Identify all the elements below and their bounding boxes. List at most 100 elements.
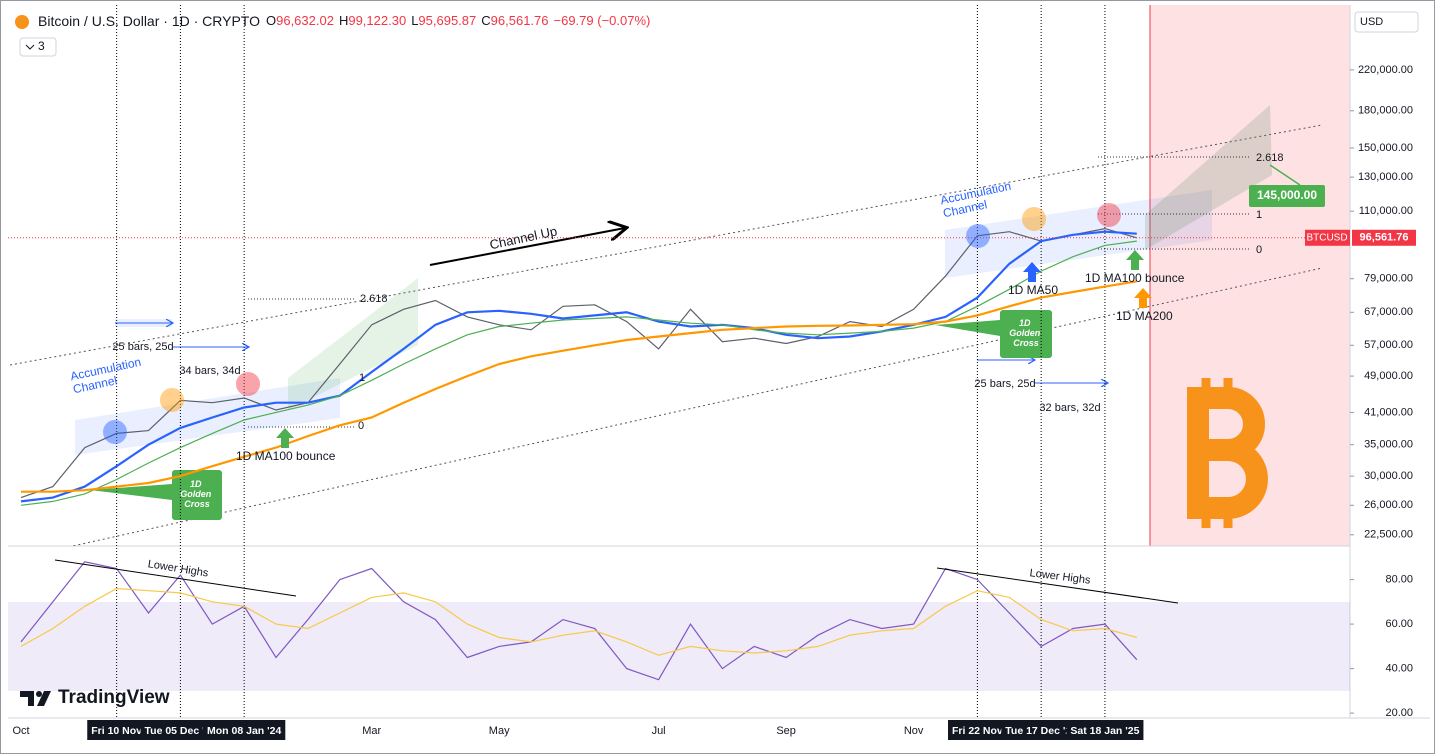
currency: USD xyxy=(1360,16,1383,28)
annotation: 1D MA100 bounce xyxy=(236,449,336,463)
ohlc-value: 99,122.30 xyxy=(348,13,406,28)
y2-tick-label: 60.00 xyxy=(1385,618,1413,630)
marker-circle xyxy=(1022,207,1046,231)
y-tick-label: 57,000.00 xyxy=(1364,339,1413,351)
annotation: 0 xyxy=(358,420,364,432)
trend-line xyxy=(936,567,1179,604)
ohlc-value: 96,561.76 xyxy=(491,13,549,28)
symbol-tag-bg xyxy=(1305,229,1350,246)
annotation: 1D Golden Cross xyxy=(180,479,214,509)
callout-box xyxy=(172,470,222,520)
tv-logo-icon xyxy=(20,691,51,706)
tv-logo-part xyxy=(20,691,34,706)
y-tick-label: 30,000.00 xyxy=(1364,470,1413,482)
date-label-bg xyxy=(203,720,286,740)
y2-tick-label: 80.00 xyxy=(1385,574,1413,586)
y-tick-label: 67,000.00 xyxy=(1364,306,1413,318)
trend-line xyxy=(54,559,297,597)
callout-pointer xyxy=(935,320,1000,336)
annotation: 1D Golden Cross xyxy=(1009,318,1043,348)
x-tick-label: Tue 17 Dec '24 xyxy=(1005,725,1077,737)
x-tick-label: Tue 05 Dec '23 xyxy=(145,725,217,737)
ohlc-value: 96,632.02 xyxy=(276,13,334,28)
date-label-bg xyxy=(948,720,1007,740)
x-tick-label: Oct xyxy=(12,725,29,737)
annotation-line: Golden xyxy=(180,489,214,499)
bitcoin-logo xyxy=(1187,378,1268,528)
annotation: 2.618 xyxy=(360,293,388,305)
y-tick-label: 130,000.00 xyxy=(1358,171,1413,183)
projection-box xyxy=(288,278,418,410)
x-tick-label: Fri 10 Nov xyxy=(91,725,142,737)
x-tick-label: Mon 08 Jan '24 xyxy=(207,725,281,737)
callout-pointer xyxy=(90,484,172,500)
annotation: 2.618 xyxy=(1256,152,1284,164)
chevron xyxy=(25,44,35,50)
change: −69.79 (−0.07%) xyxy=(554,13,651,28)
annotation-line: Cross xyxy=(1013,338,1039,348)
currency-box[interactable] xyxy=(1354,11,1419,33)
marker-circle xyxy=(160,388,184,412)
marker-circle xyxy=(1097,203,1121,227)
ma-line xyxy=(20,230,1137,503)
tv-logo-part xyxy=(37,691,51,706)
annotation-line: Golden xyxy=(1009,328,1043,338)
ma-label: 1D MA200 xyxy=(1116,309,1173,323)
up-arrow xyxy=(1134,288,1152,308)
x-tick-label: Mar xyxy=(362,725,381,737)
price-tag: 96,561.76 xyxy=(1360,232,1409,244)
annotation-line: 1D xyxy=(1019,318,1033,328)
price-tag-bg xyxy=(1352,229,1416,246)
x-tick-label: Jul xyxy=(652,725,666,737)
y-tick-label: 220,000.00 xyxy=(1358,64,1413,76)
y-tick-label: 49,000.00 xyxy=(1364,370,1413,382)
ohlc-key: H xyxy=(339,13,348,28)
y2-tick-label: 20.00 xyxy=(1385,707,1413,719)
y-tick-label: 41,000.00 xyxy=(1364,406,1413,418)
ma-line xyxy=(20,240,1137,506)
symbol-tag: BTCUSD xyxy=(1306,232,1347,243)
annotation: 1D MA100 bounce xyxy=(1085,271,1185,285)
logo-b xyxy=(1187,387,1268,519)
rsi-band xyxy=(8,602,1350,691)
ranges xyxy=(115,319,1107,383)
x-tick-label: May xyxy=(489,725,510,737)
y-tick-label: 35,000.00 xyxy=(1364,439,1413,451)
annotation: 32 bars, 32d xyxy=(1039,402,1100,414)
y2-tick-label: 40.00 xyxy=(1385,663,1413,675)
annotation: 1 xyxy=(1256,209,1262,221)
date-label-bg xyxy=(1001,720,1082,740)
header: Bitcoin / U.S. Dollar · 1D · CRYPTO O96,6… xyxy=(38,13,650,29)
up-arrow xyxy=(1126,250,1144,270)
indicator-count: 3 xyxy=(38,39,45,53)
up-arrow xyxy=(1023,262,1041,282)
annotation-line: Cross xyxy=(184,499,210,509)
up-arrow xyxy=(276,428,294,448)
y-tick-label: 79,000.00 xyxy=(1364,273,1413,285)
marker-circle xyxy=(966,224,990,248)
price-line xyxy=(20,227,1137,499)
accumulation-band xyxy=(75,378,340,455)
watermark: TradingView xyxy=(58,687,170,708)
ma-label: 1D MA50 xyxy=(1008,283,1058,297)
annotation: 34 bars, 34d xyxy=(179,365,240,377)
ma-line xyxy=(21,280,1137,493)
date-label-bg xyxy=(87,720,147,740)
annotation: 0 xyxy=(1256,244,1262,256)
x-tick-label: Sep xyxy=(776,725,796,737)
ohlc-key: L xyxy=(411,13,418,28)
date-label-bg xyxy=(1066,720,1144,740)
y-tick-label: 180,000.00 xyxy=(1358,105,1413,117)
marker-circle xyxy=(103,420,127,444)
rsi-line xyxy=(20,587,1137,656)
target-box xyxy=(1249,185,1325,207)
y-tick-label: 150,000.00 xyxy=(1358,142,1413,154)
x-tick-label: Fri 22 Nov xyxy=(952,725,1003,737)
indicator-toggle[interactable] xyxy=(19,37,57,57)
symbol-icon xyxy=(15,15,29,29)
annotation: 25 bars, 25d xyxy=(974,378,1035,390)
annotation: 145,000.00 xyxy=(1257,188,1317,202)
symbol-title: Bitcoin / U.S. Dollar · 1D · CRYPTO xyxy=(38,13,260,29)
